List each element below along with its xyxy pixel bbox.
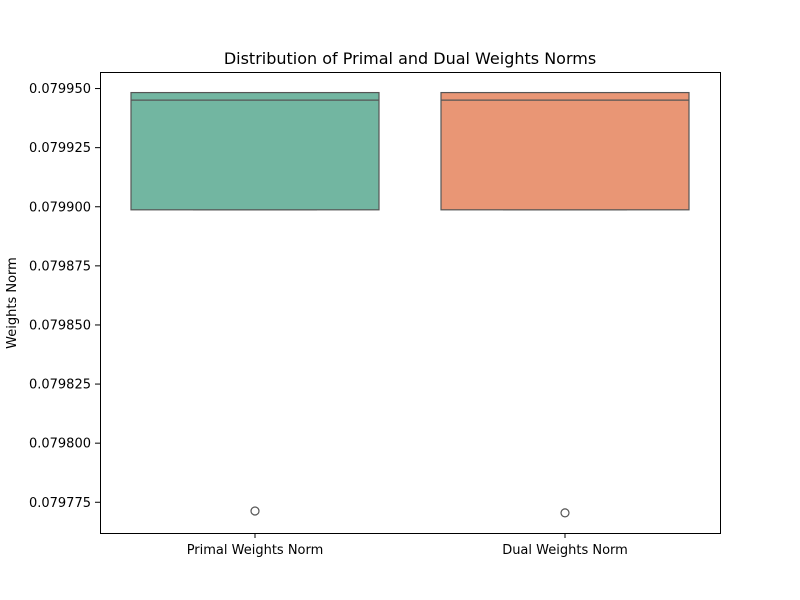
y-tick-label: 0.079800 — [29, 437, 91, 452]
iqr-box — [130, 91, 380, 211]
iqr-box — [440, 91, 690, 211]
y-tick-label: 0.079925 — [29, 141, 91, 156]
chart-title: Distribution of Primal and Dual Weights … — [224, 49, 596, 68]
x-tick-label: Dual Weights Norm — [502, 543, 628, 558]
plot-frame — [100, 72, 721, 534]
x-axis: Primal Weights Norm Dual Weights Norm — [187, 533, 628, 558]
y-tick-label: 0.079775 — [29, 496, 91, 511]
box-group — [130, 91, 380, 516]
y-axis: 0.079775 0.079800 0.079825 0.079850 0.079875… — [29, 82, 100, 511]
x-tick-label: Primal Weights Norm — [187, 543, 324, 558]
box-series — [130, 91, 690, 518]
y-tick-label: 0.079850 — [29, 318, 91, 333]
y-tick-label: 0.079875 — [29, 259, 91, 274]
outlier-point — [560, 508, 570, 518]
outlier-point — [250, 506, 260, 516]
y-tick-label: 0.079900 — [29, 200, 91, 215]
y-tick-label: 0.079825 — [29, 378, 91, 393]
box-group — [440, 91, 690, 518]
y-axis-label: Weights Norm — [5, 257, 20, 349]
y-tick-label: 0.079950 — [29, 82, 91, 97]
